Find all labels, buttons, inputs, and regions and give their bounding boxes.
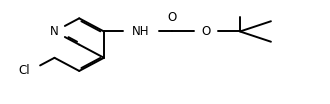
Text: O: O (167, 11, 177, 24)
Text: Cl: Cl (18, 64, 30, 77)
Text: O: O (201, 25, 211, 38)
Text: NH: NH (132, 25, 150, 38)
Text: N: N (50, 25, 59, 38)
